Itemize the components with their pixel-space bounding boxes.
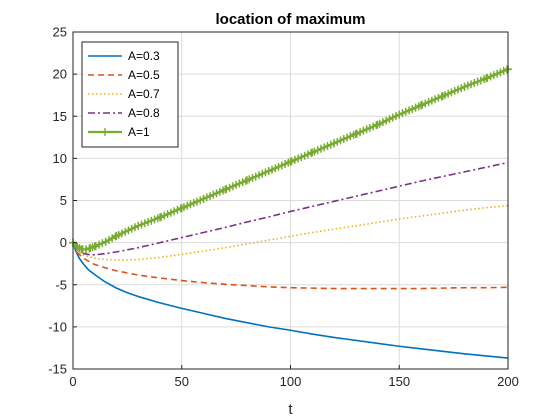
- x-axis: 0 50 100 150 200: [69, 365, 519, 389]
- data-point: [330, 139, 338, 148]
- x-tick-label: 150: [388, 374, 410, 389]
- series-line: [72, 242, 509, 359]
- data-point: [373, 120, 382, 129]
- data-point: [177, 204, 186, 213]
- legend-label: A=0.8: [128, 106, 160, 120]
- y-tick-label: 25: [53, 25, 67, 40]
- data-point: [286, 157, 295, 166]
- data-point: [417, 101, 425, 110]
- legend-label: A=0.7: [128, 87, 160, 101]
- y-tick-label: 10: [53, 151, 67, 166]
- data-point: [221, 185, 230, 194]
- y-tick-label: 5: [60, 193, 67, 208]
- data-point: [73, 242, 82, 251]
- data-point: [438, 92, 447, 101]
- legend: A=0.3 A=0.5 A=0.7 A=0.8 A=1: [81, 41, 179, 148]
- data-point: [101, 237, 110, 246]
- legend-label: A=0.5: [128, 68, 160, 82]
- data-point: [199, 194, 208, 203]
- data-point: [82, 245, 91, 254]
- data-point: [308, 148, 317, 157]
- y-tick-label: -15: [48, 362, 67, 377]
- data-point: [460, 82, 469, 91]
- data-point: [134, 221, 143, 230]
- y-axis: -15 -10 -5 0 5 10 15 20 25: [48, 25, 77, 377]
- x-tick-label: 100: [280, 374, 302, 389]
- x-tick-label: 200: [497, 374, 519, 389]
- data-point: [90, 242, 99, 251]
- data-point: [112, 231, 121, 240]
- data-point: [482, 74, 491, 83]
- x-tick-label: 0: [69, 374, 76, 389]
- data-point: [243, 176, 251, 185]
- x-tick-label: 50: [175, 374, 189, 389]
- series-1: [72, 242, 509, 290]
- series-4: [69, 65, 512, 254]
- legend-box: [81, 41, 179, 148]
- series-0: [72, 242, 509, 359]
- legend-label: A=0.3: [128, 49, 160, 63]
- y-tick-label: 20: [53, 67, 67, 82]
- chart-title: location of maximum: [215, 11, 365, 28]
- series-line: [72, 242, 509, 290]
- data-point: [156, 213, 164, 222]
- series-layer: [69, 65, 512, 359]
- data-point: [351, 129, 360, 138]
- y-tick-label: 0: [60, 235, 67, 250]
- x-axis-label: t: [288, 401, 293, 418]
- data-point: [264, 167, 273, 176]
- legend-marker: [101, 128, 109, 136]
- data-point: [395, 110, 404, 119]
- legend-label: A=1: [128, 125, 150, 139]
- data-point: [86, 244, 95, 253]
- y-tick-label: 15: [53, 109, 67, 124]
- series-3: [72, 161, 509, 256]
- y-tick-label: -10: [48, 319, 67, 334]
- series-line: [72, 161, 509, 256]
- y-tick-label: -5: [55, 277, 67, 292]
